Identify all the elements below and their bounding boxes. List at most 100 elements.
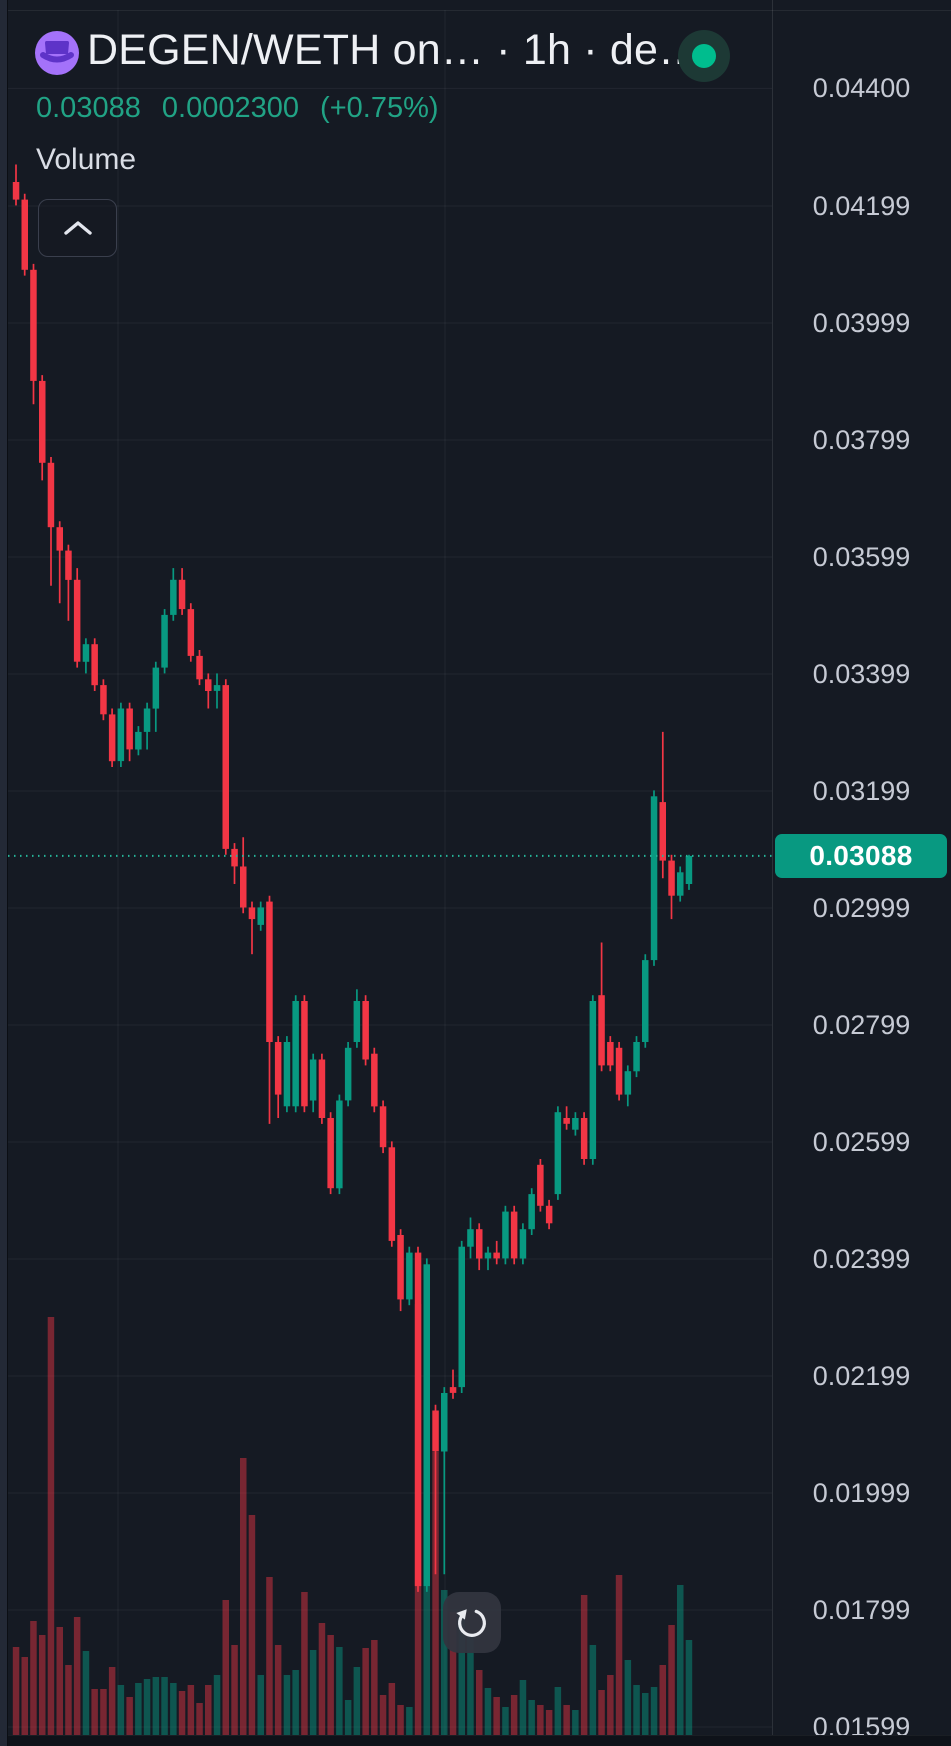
- candle-body: [56, 527, 63, 551]
- volume-bar: [563, 1705, 570, 1735]
- volume-bar: [91, 1689, 98, 1735]
- volume-bar: [545, 1710, 553, 1735]
- volume-bar: [502, 1707, 509, 1735]
- volume-bar: [205, 1685, 212, 1735]
- candle-body: [222, 685, 229, 849]
- candle-body: [117, 708, 125, 762]
- volume-bar: [493, 1697, 500, 1735]
- volume-bar: [152, 1677, 160, 1735]
- volume-bar: [458, 1618, 465, 1735]
- candle-body: [397, 1235, 404, 1300]
- volume-bar: [685, 1640, 693, 1735]
- volume-bar: [39, 1635, 46, 1735]
- candle-body: [624, 1071, 632, 1095]
- volume-bar: [30, 1621, 37, 1735]
- candle-body: [248, 907, 256, 920]
- volume-bar: [572, 1710, 579, 1735]
- status-green-dot: [692, 44, 716, 68]
- indicator-volume-label: Volume: [36, 143, 137, 176]
- candle-body: [266, 901, 273, 1042]
- change-percent: (+0.75%): [320, 92, 439, 124]
- volume-bar: [362, 1648, 369, 1735]
- candle-body: [668, 860, 675, 896]
- time-axis-strip: [8, 1735, 951, 1746]
- volume-bar: [73, 1617, 81, 1735]
- candle-body: [47, 462, 55, 528]
- volume-bar: [476, 1670, 483, 1735]
- price-axis-label: 0.02399: [812, 1244, 911, 1274]
- symbol-header[interactable]: DEGEN/WETH on… · 1h · de…: [87, 24, 701, 76]
- price-axis-label: 0.02999: [812, 893, 911, 923]
- volume-bar: [301, 1592, 308, 1735]
- candle-body: [143, 708, 151, 732]
- pane-top-border: [8, 10, 951, 11]
- volume-bar: [248, 1515, 256, 1735]
- volume-bar: [274, 1645, 282, 1735]
- candle-body: [537, 1164, 544, 1206]
- candle-body: [135, 731, 142, 750]
- price-axis-label: 0.04400: [812, 73, 911, 103]
- candle-body: [327, 1118, 334, 1189]
- candle-body: [100, 685, 107, 715]
- candle-body: [642, 960, 649, 1042]
- current-price-badge[interactable]: 0.03088: [775, 834, 947, 878]
- volume-bar: [379, 1695, 387, 1735]
- price-axis-label: 0.02599: [812, 1127, 911, 1157]
- price-axis-label: 0.03399: [812, 659, 911, 689]
- candle-body: [458, 1246, 465, 1388]
- volume-bar: [659, 1665, 666, 1735]
- volume-bar: [633, 1685, 640, 1735]
- volume-bar: [21, 1657, 28, 1735]
- candle-body: [91, 644, 98, 686]
- volume-bar: [240, 1458, 247, 1735]
- price-axis-label: 0.03599: [812, 542, 911, 572]
- volume-bar: [257, 1675, 264, 1735]
- candle-body: [423, 1264, 430, 1587]
- volume-bar: [519, 1680, 527, 1735]
- candle-body: [607, 1042, 614, 1066]
- candle-body: [572, 1118, 579, 1130]
- volume-bar: [126, 1697, 133, 1735]
- reload-button[interactable]: [443, 1592, 501, 1653]
- candle-body: [170, 579, 177, 615]
- candle-body: [257, 907, 264, 925]
- candle-body: [21, 199, 28, 270]
- volume-bar: [554, 1687, 562, 1735]
- volume-bar: [108, 1667, 116, 1735]
- candle-body: [519, 1229, 527, 1259]
- candle-body: [126, 708, 133, 750]
- volume-bar: [336, 1647, 343, 1735]
- candle-body: [231, 848, 238, 867]
- candle-body: [563, 1118, 570, 1124]
- volume-bar: [143, 1679, 151, 1735]
- candle-body: [161, 614, 168, 668]
- candle-body: [73, 579, 81, 662]
- price-axis-label: 0.02199: [812, 1361, 911, 1391]
- candle-body: [205, 679, 212, 691]
- candle-body: [65, 550, 72, 580]
- candle-body: [309, 1059, 317, 1101]
- candle-body: [283, 1042, 291, 1107]
- volume-bar: [161, 1677, 168, 1735]
- volume-bar: [607, 1675, 614, 1735]
- reload-icon: [456, 1608, 486, 1637]
- collapse-indicator-button[interactable]: [38, 199, 117, 257]
- candle-body: [318, 1059, 326, 1118]
- candle-body: [362, 1001, 369, 1060]
- volume-bar: [388, 1683, 396, 1735]
- symbol-title[interactable]: DEGEN/WETH on… · 1h · de…: [87, 25, 702, 74]
- volume-bar: [196, 1703, 203, 1735]
- candle-body: [659, 802, 666, 861]
- price-axis-label: 0.01799: [812, 1595, 911, 1625]
- candle-body: [493, 1252, 500, 1259]
- price-axis-label: 0.03199: [812, 776, 911, 806]
- volume-bar: [213, 1675, 221, 1735]
- candle-body: [510, 1211, 518, 1259]
- volume-bar: [309, 1650, 317, 1735]
- candle-body: [449, 1387, 457, 1393]
- candle-body: [379, 1106, 387, 1148]
- connection-status-icon: [678, 30, 730, 82]
- volume-bar: [677, 1585, 684, 1735]
